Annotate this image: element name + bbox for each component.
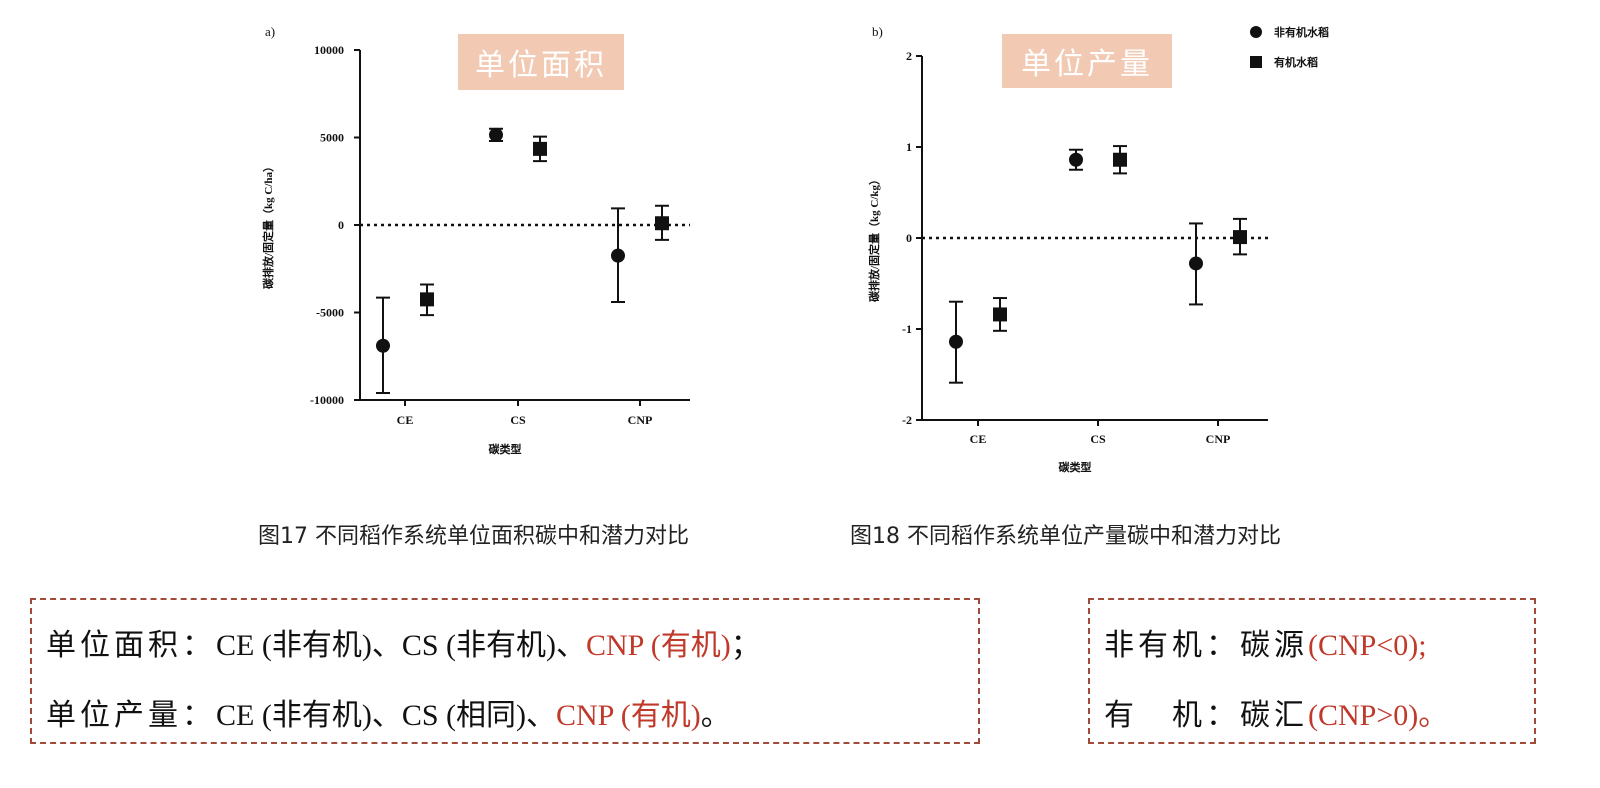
- summary-nonorganic-text: 碳源: [1240, 628, 1308, 663]
- summary-box-left: [30, 598, 980, 744]
- chart1-x-tick-label: CE: [397, 413, 414, 427]
- chart2-legend-nonorganic: 非有机水稻: [1274, 25, 1329, 39]
- summary-area-line: 单位面积：CE (非有机)、CS (非有机)、CNP (有机)；: [46, 620, 761, 664]
- chart1-y-tick-label: 10000: [314, 43, 344, 57]
- chart2-point-organic-cnp: [1233, 230, 1247, 245]
- chart1-y-tick-label: 5000: [320, 131, 344, 145]
- summary-yield-text: CE (非有机)、CS (相同)、: [216, 699, 556, 732]
- chart1-y-tick-label: -5000: [316, 306, 344, 320]
- summary-nonorganic-line: 非有机：碳源(CNP<0);: [1104, 620, 1427, 664]
- summary-organic-label: 有 机：: [1104, 698, 1240, 733]
- chart1-x-tick-label: CS: [510, 413, 526, 427]
- summary-organic-line: 有 机：碳汇(CNP>0)。: [1104, 690, 1448, 734]
- chart2-point-organic-ce: [993, 307, 1007, 322]
- chart1-point-organic-cnp: [655, 216, 669, 231]
- chart2-y-tick-label: 2: [906, 49, 912, 63]
- chart1-panel-label: a): [265, 24, 275, 39]
- summary-area-highlight: CNP (有机): [586, 629, 731, 662]
- figure-18-caption: 图18 不同稻作系统单位产量碳中和潜力对比: [850, 524, 1281, 549]
- area-badge: 单位面积: [458, 34, 624, 90]
- summary-box-right: [1088, 598, 1536, 744]
- chart2-legend-organic: 有机水稻: [1274, 55, 1318, 69]
- chart2-point-nonorganic-ce: [949, 334, 963, 349]
- chart1-point-nonorganic-ce: [376, 338, 390, 353]
- chart1-point-organic-ce: [420, 292, 434, 307]
- summary-yield-label: 单位产量：: [46, 698, 216, 733]
- chart2-point-nonorganic-cs: [1069, 152, 1083, 167]
- chart1-point-organic-cs: [533, 141, 547, 156]
- summary-nonorganic-label: 非有机：: [1104, 628, 1240, 663]
- chart2-x-tick-label: CNP: [1206, 432, 1231, 446]
- summary-nonorganic-highlight: (CNP<0);: [1308, 629, 1427, 662]
- chart2-x-axis-title: 碳类型: [1059, 460, 1092, 474]
- chart2-point-nonorganic-cnp: [1189, 256, 1203, 271]
- summary-yield-end: 。: [700, 699, 731, 732]
- chart2-y-tick-label: 0: [906, 231, 912, 245]
- chart2-x-tick-label: CS: [1090, 432, 1106, 446]
- chart2-y-tick-label: -1: [902, 322, 912, 336]
- chart2-y-tick-label: 1: [906, 140, 912, 154]
- chart2-legend-circle-marker: [1250, 26, 1262, 38]
- summary-area-text: CE (非有机)、CS (非有机)、: [216, 629, 586, 662]
- chart1-x-tick-label: CNP: [628, 413, 653, 427]
- chart2-y-axis-title: 碳排放/固定量（kg C/kg）: [867, 174, 881, 302]
- summary-organic-highlight: (CNP>0)。: [1308, 699, 1449, 732]
- charts-canvas: a) 10000 5000 0 -5000 -10000 CE CS CNP 碳类型 碳排放/固定量…: [261, 24, 1329, 474]
- chart2-legend-square-marker: [1250, 56, 1262, 68]
- chart1-y-axis-title: 碳排放/固定量（kg C/ha）: [261, 161, 275, 289]
- yield-badge: 单位产量: [1002, 34, 1172, 88]
- summary-area-end: ；: [730, 629, 761, 662]
- summary-area-label: 单位面积：: [46, 628, 216, 663]
- figure-17-caption: 图17 不同稻作系统单位面积碳中和潜力对比: [258, 524, 689, 549]
- chart1-point-nonorganic-cnp: [611, 248, 625, 263]
- chart1-y-tick-label: -10000: [310, 393, 344, 407]
- chart2-panel-label: b): [872, 24, 883, 39]
- chart1-point-nonorganic-cs: [489, 127, 503, 142]
- summary-yield-line: 单位产量：CE (非有机)、CS (相同)、CNP (有机)。: [46, 690, 731, 734]
- chart1-x-axis-title: 碳类型: [489, 442, 522, 456]
- summary-yield-highlight: CNP (有机): [556, 699, 701, 732]
- chart2-y-tick-label: -2: [902, 413, 912, 427]
- chart2-point-organic-cs: [1113, 152, 1127, 167]
- summary-organic-text: 碳汇: [1240, 698, 1308, 733]
- chart1-y-tick-label: 0: [338, 218, 344, 232]
- chart2-x-tick-label: CE: [970, 432, 987, 446]
